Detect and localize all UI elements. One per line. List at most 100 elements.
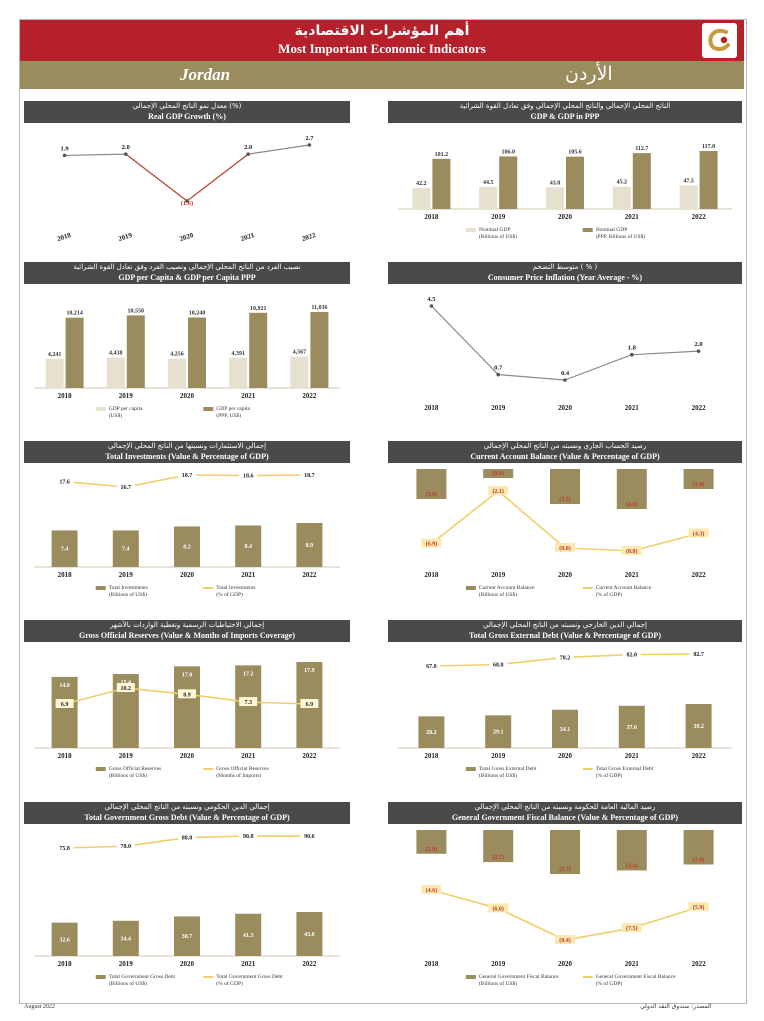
legend-label: Nominal GDP — [596, 227, 628, 233]
data-point — [124, 152, 128, 156]
data-label: 82.0 — [627, 653, 638, 659]
official-reserves-chart: 14.815.417.017.217.96.910.28.97.36.92018… — [34, 662, 340, 779]
label-box — [555, 542, 575, 552]
data-label: (2.9) — [693, 856, 705, 863]
data-label: 0.4 — [561, 370, 570, 377]
panel-header: الناتج المحلي الإجمالي والناتج المحلي ال… — [388, 101, 742, 123]
data-label: 10,550 — [128, 308, 145, 314]
data-label: 32.6 — [59, 937, 70, 943]
data-label: 17.6 — [59, 480, 70, 486]
label-box — [178, 832, 196, 842]
label-box — [488, 486, 509, 495]
bar — [235, 525, 262, 567]
data-label: 38.7 — [182, 934, 193, 940]
legend-label: (% of GDP) — [596, 980, 623, 987]
bar-series-1 — [45, 358, 64, 388]
data-label: (3.7) — [559, 866, 571, 873]
panel-header: إجمالي الدين الخارجي ونسبته من الناتج ال… — [388, 620, 742, 642]
title-english: Most Important Economic Indicators — [278, 41, 486, 56]
data-label: 47.5 — [683, 178, 694, 184]
data-label: 18.7 — [182, 473, 193, 479]
data-label: 88.8 — [182, 836, 193, 842]
x-tick-label: 2020 — [558, 960, 573, 968]
legend-label: (% of GDP) — [596, 772, 623, 779]
current-account-chart: (3.0) (0.9) (3.5) (4.0) (2.0) (6.9) (2.1) (8.0)… — [416, 469, 714, 598]
x-tick-label: 2020 — [180, 752, 195, 760]
x-tick-label: 2019 — [491, 404, 506, 412]
data-label: 28.2 — [426, 730, 437, 736]
bar-series-2 — [188, 317, 206, 388]
data-label: (1.6) — [181, 200, 193, 207]
bar — [616, 469, 647, 509]
legend-label: (Billions of US$) — [109, 772, 147, 779]
x-tick-label: 2022 — [302, 960, 317, 968]
label-box — [421, 538, 442, 548]
legend-swatch — [465, 975, 476, 979]
panel-title: General Government Fiscal Balance (Value… — [451, 813, 679, 822]
label-box — [622, 649, 641, 659]
panel-header: رصيد الحساب الجاري ونسبته من الناتج المح… — [388, 441, 742, 463]
data-label: 105.6 — [568, 150, 582, 156]
x-tick-label: 2019 — [491, 960, 506, 968]
series-line-segment — [498, 373, 566, 381]
data-label: 90.8 — [243, 834, 254, 840]
panel-fiscal-balance: رصيد المالية العامة للحكومة ونسبته من ال… — [388, 802, 742, 998]
panel-title-arabic: رصيد المالية العامة للحكومة ونسبته من ال… — [474, 803, 656, 811]
data-label: 18.6 — [243, 474, 254, 480]
data-label: 0.7 — [494, 365, 503, 372]
x-tick-label: 2021 — [625, 752, 640, 760]
bar — [174, 526, 200, 567]
series-line-segment — [64, 153, 126, 157]
x-tick-label: 2021 — [241, 392, 256, 400]
bar — [112, 530, 139, 567]
bar — [483, 830, 514, 863]
x-tick-label: 2019 — [119, 571, 134, 579]
x-tick-label: 2020 — [180, 960, 195, 968]
x-tick-label: 2018 — [58, 392, 73, 400]
data-label: 10.2 — [121, 686, 132, 692]
panel-title: GDP per Capita & GDP per Capita PPP — [118, 273, 256, 282]
data-label: 6.9 — [61, 702, 69, 708]
x-tick-label: 2019 — [119, 752, 134, 760]
panel-total-investment: إجمالي الاستثمارات ونسبتها من الناتج الم… — [24, 441, 350, 609]
data-label: 29.1 — [493, 730, 504, 736]
footer-source: المصدر: صندوق النقد الدولي — [640, 1003, 712, 1010]
panel-title-arabic: متوسط التضخم ( % ) — [532, 263, 598, 271]
x-tick-label: 2018 — [56, 231, 72, 243]
title-arabic: أهم المؤشرات الاقتصادية — [294, 23, 470, 39]
legend-swatch — [465, 767, 476, 771]
data-label: 8.9 — [183, 692, 191, 698]
data-label: (3.4) — [626, 862, 638, 869]
panel-government-debt: إجمالي الدين الحكومي ونسبته من الناتج ال… — [24, 802, 350, 998]
data-label: 78.2 — [560, 655, 571, 661]
panel-current-account: رصيد الحساب الجاري ونسبته من الناتج المح… — [388, 441, 742, 609]
data-label: 75.8 — [59, 846, 70, 852]
label-box — [55, 843, 74, 852]
cpi-inflation-chart: 4.5 0.7 0.4 1.8 2.0 2018 2019 2020 2021 2022 — [424, 296, 707, 412]
bar-series-2 — [632, 153, 651, 209]
bar — [112, 920, 139, 956]
x-tick-label: 2022 — [692, 404, 707, 412]
label-box — [621, 923, 642, 933]
x-tick-label: 2020 — [558, 752, 573, 760]
bar-series-1 — [479, 186, 498, 209]
data-label: (2.0) — [426, 846, 438, 853]
data-label: 44.5 — [483, 180, 494, 186]
panel-title-arabic: إجمالي الدين الخارجي ونسبته من الناتج ال… — [483, 621, 647, 629]
data-label: 2.0 — [695, 341, 703, 348]
x-tick-label: 2018 — [58, 571, 73, 579]
data-label: 4,567 — [293, 350, 307, 356]
data-label: 106.0 — [501, 149, 515, 155]
real-gdp-growth-chart: 1.9 2.0 (1.6) 2.0 2.7 2018 2019 2020 2021 2022 — [56, 135, 317, 243]
data-label: (0.9) — [492, 470, 504, 477]
label-box — [555, 935, 575, 944]
x-tick-label: 2019 — [117, 231, 133, 243]
data-point — [696, 349, 701, 353]
legend-label: (Billions of US$) — [479, 233, 517, 240]
country-name-english: Jordan — [180, 65, 231, 84]
panel-title: Current Account Balance (Value & Percent… — [470, 452, 660, 461]
label-box — [239, 697, 258, 707]
x-tick-label: 2022 — [692, 571, 707, 579]
x-tick-label: 2022 — [692, 213, 707, 221]
bar-series-2 — [249, 312, 268, 388]
